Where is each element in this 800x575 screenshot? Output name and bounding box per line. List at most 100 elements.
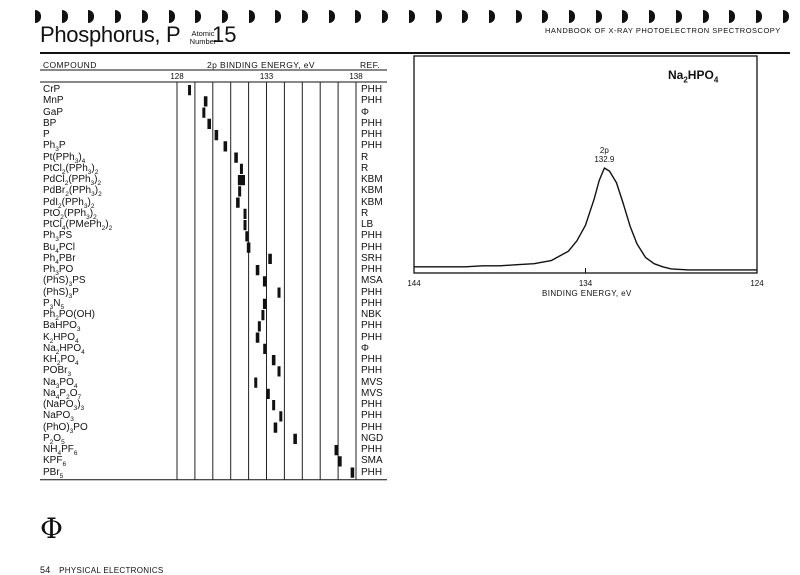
- reference-code: PHH: [361, 117, 383, 129]
- binding-hole: [382, 10, 389, 23]
- binding-energy-bar: [236, 197, 240, 208]
- spectrum-frame: [413, 55, 758, 274]
- reference-code: PHH: [361, 331, 383, 343]
- binding-energy-bar: [255, 332, 260, 343]
- energy-tick-label: 128: [170, 72, 184, 81]
- compound-name: NaPO3: [43, 410, 74, 424]
- compound-name: PdI2(PPh3)2: [43, 196, 95, 210]
- binding-hole: [221, 10, 228, 23]
- binding-hole: [408, 10, 415, 23]
- reference-code: KBM: [361, 196, 383, 208]
- reference-code: PHH: [361, 230, 383, 242]
- binding-energy-bar: [246, 242, 251, 253]
- reference-code: PHH: [361, 399, 383, 410]
- binding-hole: [649, 10, 656, 23]
- binding-energy-bar: [266, 388, 270, 399]
- compound-name: PBr5: [43, 466, 64, 480]
- reference-code: PHH: [361, 140, 383, 152]
- reference-code: PHH: [361, 466, 383, 478]
- binding-hole: [302, 10, 308, 23]
- compound-name: Na2HPO4: [43, 342, 85, 356]
- reference-code: MVS: [361, 387, 383, 399]
- binding-hole: [488, 10, 495, 23]
- spectrum-tick-label: 124: [750, 279, 764, 288]
- binding-hole: [248, 10, 255, 23]
- binding-energy-bar: [273, 422, 278, 433]
- compound-name: Ph4PBr: [43, 252, 76, 266]
- binding-energy-bar: [214, 130, 219, 141]
- compound-name: PtCl4(PMePh2)2: [43, 219, 113, 232]
- reference-code: PHH: [361, 297, 383, 309]
- binding-energy-bar: [261, 310, 265, 321]
- physical-electronics-logo: Φ: [40, 512, 63, 545]
- binding-hole: [675, 10, 682, 23]
- spectrum-title: Na2HPO4: [668, 68, 719, 85]
- binding-energy-bar: [262, 298, 267, 309]
- binding-hole: [115, 10, 122, 23]
- reference-code: PHH: [361, 444, 383, 455]
- publisher-name: PHYSICAL ELECTRONICS: [59, 566, 164, 575]
- binding-energy-bar: [279, 411, 283, 422]
- binding-hole: [542, 10, 549, 23]
- ref-column-header: REF.: [360, 60, 381, 70]
- element-title: Phosphorus, P: [40, 22, 181, 47]
- peak-annotation: 2p 132.9: [584, 146, 624, 164]
- binding-energy-bar: [268, 253, 272, 264]
- energy-tick-label: 133: [259, 72, 274, 81]
- header-rule: [40, 52, 790, 54]
- binding-hole: [515, 10, 522, 23]
- binding-hole: [569, 10, 575, 23]
- compound-name: PtCl2(PPh3)2: [43, 162, 99, 176]
- compound-name: Ph3P: [43, 140, 66, 154]
- reference-code: PHH: [361, 264, 383, 275]
- reference-code: R: [361, 151, 369, 163]
- binding-energy-bar: [202, 107, 206, 118]
- binding-energy-bar: [257, 321, 261, 332]
- reference-code: NBK: [361, 309, 382, 320]
- peak-value: 132.9: [594, 155, 615, 164]
- reference-code: Φ: [361, 106, 369, 118]
- atomic-label-line2: Number: [189, 37, 217, 46]
- binding-hole: [435, 10, 442, 23]
- spectrum-tick-label: 134: [578, 279, 593, 288]
- atomic-number-label: Atomic Number: [186, 30, 220, 46]
- binding-energy-bar: [334, 445, 339, 456]
- binding-holes: [0, 10, 800, 24]
- reference-code: PHH: [361, 95, 383, 107]
- binding-hole: [702, 10, 709, 23]
- reference-code: MSA: [361, 275, 383, 287]
- reference-code: SMA: [361, 455, 383, 467]
- reference-code: R: [361, 207, 369, 219]
- binding-energy-bar: [293, 433, 297, 444]
- compound-name: (PhO)3PO: [43, 421, 88, 435]
- compound-name: PtO2(PPh3)2: [43, 207, 97, 221]
- reference-code: PHH: [361, 84, 383, 95]
- compound-name: BaHPO3: [43, 320, 81, 334]
- compound-name: POBr3: [43, 365, 72, 379]
- binding-energy-bar: [223, 141, 228, 152]
- binding-hole: [61, 10, 68, 23]
- binding-energy-bar: [263, 343, 267, 354]
- binding-energy-bar: [243, 220, 247, 231]
- handbook-title: HANDBOOK OF X-RAY PHOTOELECTRON SPECTROS…: [545, 26, 781, 35]
- binding-hole: [622, 10, 629, 23]
- compound-name: Bu4PCl: [43, 241, 75, 255]
- binding-energy-bar: [254, 377, 258, 388]
- binding-energy-bar: [255, 265, 260, 276]
- binding-energy-bar: [271, 355, 276, 366]
- binding-energy-bar: [245, 231, 249, 242]
- binding-hole: [755, 10, 762, 23]
- binding-energy-bar: [262, 276, 267, 287]
- spectrum-line: [414, 167, 757, 271]
- binding-energy-bar: [243, 208, 247, 219]
- binding-energy-bar: [234, 152, 238, 163]
- compound-name: MnP: [43, 95, 64, 107]
- binding-energy-bar: [237, 175, 246, 186]
- compound-name: PdBr2(PPh3)2: [43, 185, 102, 199]
- reference-code: PHH: [361, 421, 383, 433]
- compound-name: Na3PO4: [43, 376, 78, 390]
- compound-name: NH4PF6: [43, 444, 78, 457]
- reference-code: PHH: [361, 286, 383, 298]
- binding-energy-bar: [272, 400, 276, 411]
- energy-column-header: 2p BINDING ENERGY, eV: [207, 60, 315, 70]
